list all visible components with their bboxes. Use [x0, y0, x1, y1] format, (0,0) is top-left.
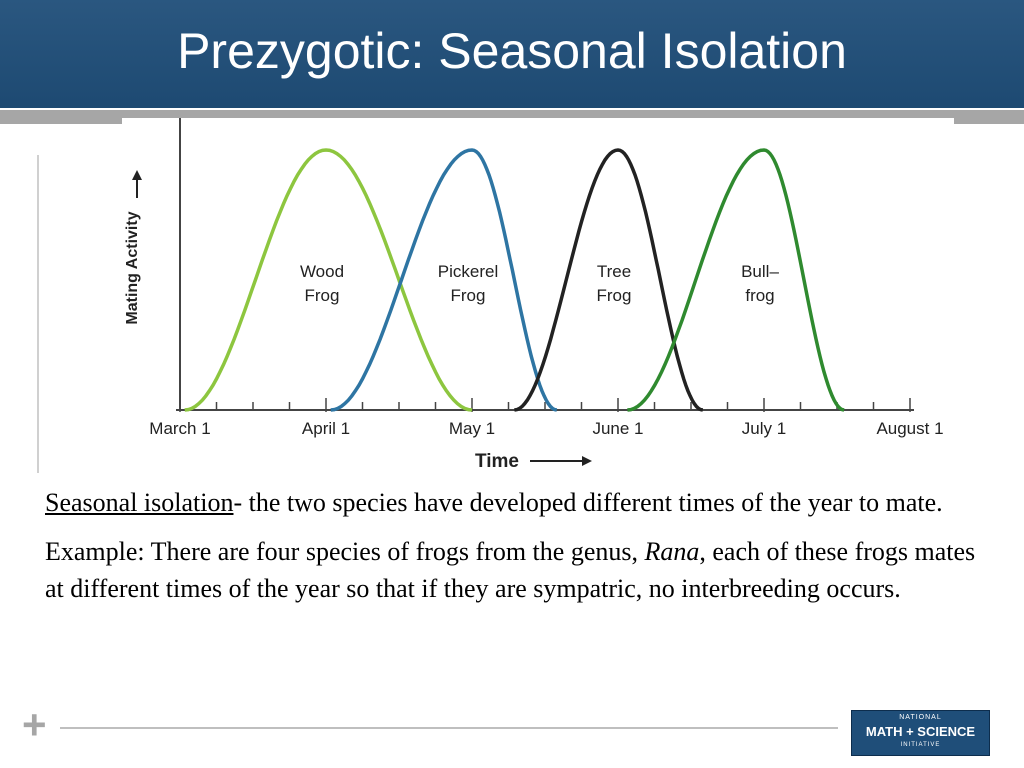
- definition-term: Seasonal isolation: [45, 488, 234, 517]
- x-tick-label: March 1: [149, 419, 210, 438]
- y-axis-arrow-head: [132, 170, 142, 180]
- series-label-0: Frog: [305, 286, 340, 305]
- example-prefix: Example: There are four species of frogs…: [45, 537, 645, 566]
- series-curve-1: [330, 148, 558, 412]
- title-bar: Prezygotic: Seasonal Isolation: [0, 0, 1024, 108]
- slide-title: Prezygotic: Seasonal Isolation: [177, 23, 847, 79]
- example-genus: Rana: [644, 537, 700, 566]
- x-tick-label: June 1: [592, 419, 643, 438]
- title-bar-shade: [0, 0, 1024, 108]
- series-label-1: Pickerel: [438, 262, 498, 281]
- definition-text: - the two species have developed differe…: [233, 488, 943, 517]
- slide-body: Seasonal isolation- the two species have…: [45, 484, 995, 619]
- frog-mating-chart: March 1 April 1 May 1 June 1 July 1 August 1 W…: [122, 118, 954, 474]
- left-vertical-rule: [37, 155, 39, 473]
- series-label-0: Wood: [300, 262, 344, 281]
- series-label-3: Bull–: [741, 262, 779, 281]
- series-curve-3: [627, 148, 845, 412]
- series-label-2: Tree: [597, 262, 631, 281]
- footer-line: [60, 727, 838, 729]
- series-label-3: frog: [745, 286, 774, 305]
- x-tick-label: August 1: [876, 419, 943, 438]
- logo-line-1: NATIONAL: [899, 714, 942, 721]
- example-paragraph: Example: There are four species of frogs…: [45, 533, 995, 607]
- x-tick-label: April 1: [302, 419, 350, 438]
- series-label-1: Frog: [451, 286, 486, 305]
- example-suffix: , each of these frogs mates at different…: [45, 537, 976, 603]
- x-tick-label: May 1: [449, 419, 495, 438]
- nmsi-logo: NATIONAL MATH + SCIENCE INITIATIVE: [851, 710, 990, 756]
- logo-line-3: INITIATIVE: [900, 742, 941, 748]
- x-axis-label: Time: [475, 451, 519, 472]
- series-curve-0: [184, 148, 473, 412]
- definition-paragraph: Seasonal isolation- the two species have…: [45, 484, 995, 521]
- logo-line-2: MATH + SCIENCE: [865, 724, 976, 739]
- x-tick-label: July 1: [742, 419, 786, 438]
- chart-svg: March 1 April 1 May 1 June 1 July 1 August 1 W…: [124, 118, 944, 472]
- y-axis-label: Mating Activity: [124, 211, 141, 324]
- x-axis-arrow-head: [582, 456, 592, 466]
- plus-icon: +: [22, 701, 47, 748]
- series-label-2: Frog: [597, 286, 632, 305]
